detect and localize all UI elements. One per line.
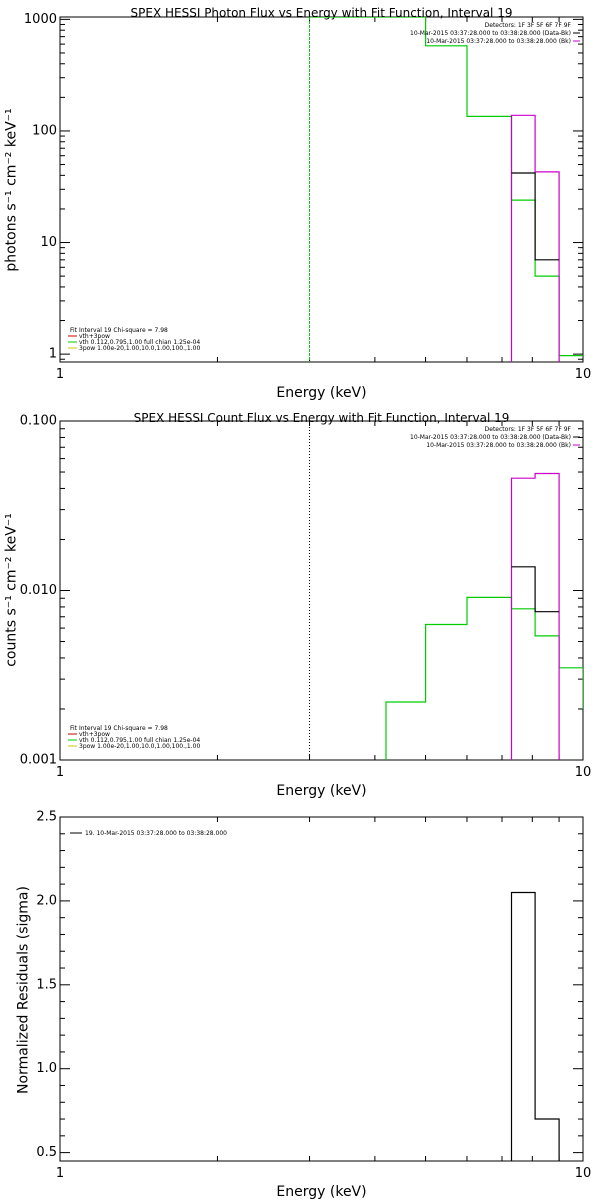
photon-plot-frame <box>59 16 584 363</box>
count-plot-frame <box>59 420 584 761</box>
count-legend-bottom-text: 3pow 1.00e-20,1.00,10.0,1.00,100.,1.00 <box>79 743 200 750</box>
count-legend-bottom-text: vth+3pow <box>79 731 110 738</box>
x-tick-label: 10 <box>575 367 592 382</box>
y-tick-label: 10 <box>40 235 57 250</box>
photon-series-2 <box>511 172 560 261</box>
x-tick-label: 1 <box>56 765 64 780</box>
resid-panel: 0.5 1.0 1.5 2.0 2.5 1 10 Energy (keV) Normalized… <box>16 810 592 1200</box>
resid-plot-frame <box>59 816 584 1162</box>
y-tick-label: 0.100 <box>20 414 57 429</box>
photon-title: SPEX HESSI Photon Flux vs Energy with Fi… <box>131 6 513 20</box>
count-legend-top-text: 10-Mar-2015 03:37:28.000 to 03:38:28.000… <box>410 434 571 441</box>
photon-legend-top-text: 10-Mar-2015 03:37:28.000 to 03:38:28.000… <box>426 38 571 45</box>
y-tick-label: 1.5 <box>36 977 57 992</box>
photon-legend-top-text: 10-Mar-2015 03:37:28.000 to 03:38:28.000… <box>410 30 571 37</box>
count-title: SPEX HESSI Count Flux vs Energy with Fit… <box>134 411 510 425</box>
photon-x-axis-label: Energy (keV) <box>276 385 366 401</box>
photon-legend-top-text: Detectors: 1F 3F 5F 6F 7F 9F <box>485 22 572 29</box>
y-tick-label: 2.0 <box>36 893 57 908</box>
photon-y-axis-label: photons s⁻¹ cm⁻² keV⁻¹ <box>4 108 20 271</box>
photon-series-0 <box>309 17 583 357</box>
y-tick-label: 0.5 <box>36 1145 57 1160</box>
count-x-axis-label: Energy (keV) <box>276 783 366 799</box>
y-tick-label: 1.0 <box>36 1061 57 1076</box>
photon-panel: SPEX HESSI Photon Flux vs Energy with Fi… <box>4 6 592 401</box>
photon-series-1 <box>510 114 560 362</box>
resid-series-0 <box>510 891 560 1161</box>
count-legend-top-text: 10-Mar-2015 03:37:28.000 to 03:38:28.000… <box>426 442 571 449</box>
x-tick-label: 1 <box>56 1166 64 1181</box>
x-tick-label: 10 <box>575 765 592 780</box>
x-tick-label: 10 <box>575 1166 592 1181</box>
count-legend-bottom-text: vth 0.112,0.795,1.00 full chian 1.25e-04 <box>79 737 200 744</box>
y-tick-label: 2.5 <box>36 810 57 825</box>
photon-legend-bottom-text: vth+3pow <box>79 333 110 340</box>
count-legend-top-text: Detectors: 1F 3F 5F 6F 7F 9F <box>485 426 572 433</box>
count-panel: SPEX HESSI Count Flux vs Energy with Fit… <box>4 411 592 799</box>
y-tick-label: 0.010 <box>20 583 57 598</box>
y-tick-label: 100 <box>32 123 57 138</box>
resid-legend-top-text: 19. 10-Mar-2015 03:37:28.000 to 03:38:28… <box>85 830 227 837</box>
count-series-2 <box>511 566 560 613</box>
y-tick-label: 1 <box>49 347 57 362</box>
photon-legend-bottom-text: 3pow 1.00e-20,1.00,10.0,1.00,100.,1.00 <box>79 345 200 352</box>
count-series-0 <box>385 596 583 760</box>
photon-legend-bottom-text: Fit Interval 19 Chi-square = 7.98 <box>70 327 168 334</box>
y-tick-label: 0.001 <box>20 753 57 768</box>
count-legend-bottom-text: Fit Interval 19 Chi-square = 7.98 <box>70 725 168 732</box>
x-tick-label: 1 <box>56 367 64 382</box>
y-tick-label: 1000 <box>24 12 57 27</box>
photon-legend-bottom-text: vth 0.112,0.795,1.00 full chian 1.25e-04 <box>79 339 200 346</box>
resid-y-axis-label: Normalized Residuals (sigma) <box>16 886 32 1094</box>
count-series-1 <box>510 472 560 760</box>
resid-x-axis-label: Energy (keV) <box>276 1184 366 1200</box>
count-y-axis-label: counts s⁻¹ cm⁻² keV⁻¹ <box>4 513 20 667</box>
